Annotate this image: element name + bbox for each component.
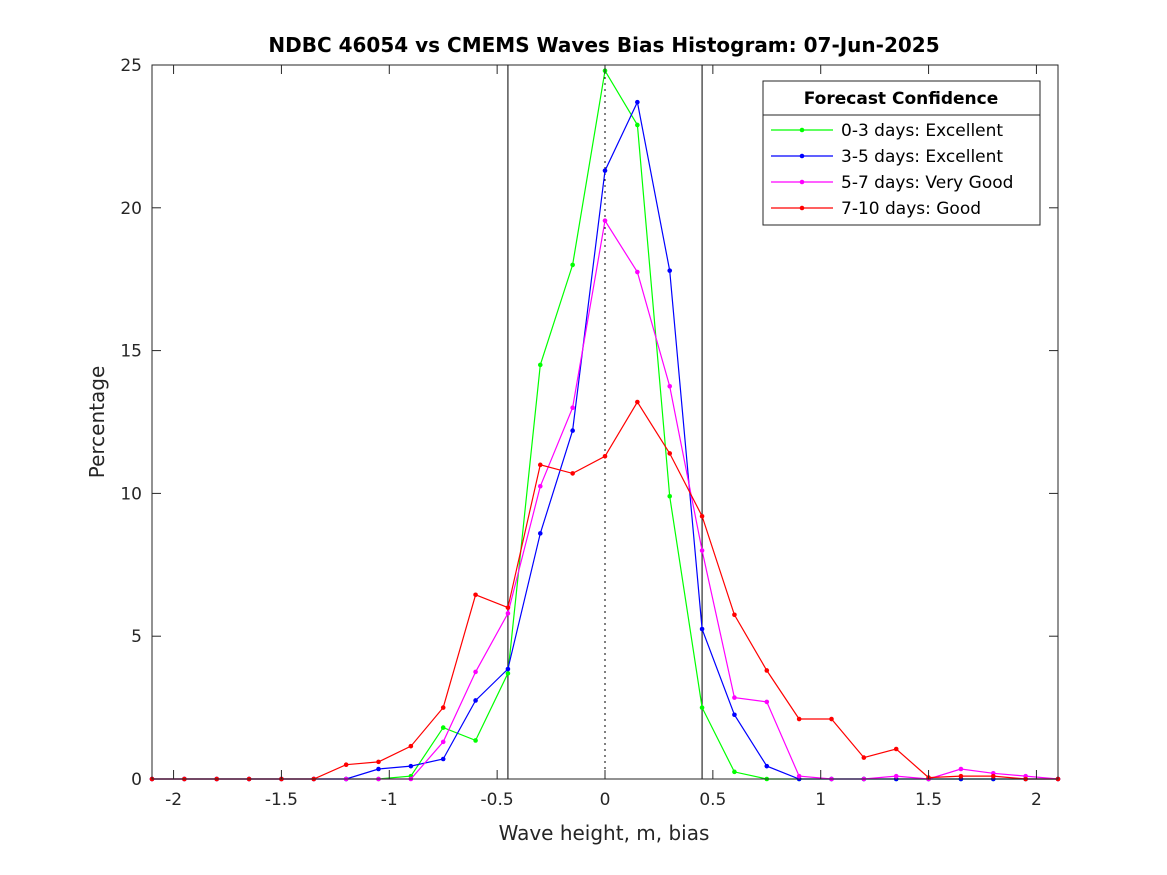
data-point [667, 384, 673, 389]
y-tick-label: 20 [120, 199, 142, 219]
data-point [699, 548, 705, 553]
data-point [473, 669, 478, 675]
x-tick-label: -2 [165, 790, 182, 810]
legend-label: 0-3 days: Excellent [841, 121, 1003, 141]
x-tick-label: -0.5 [481, 790, 514, 810]
y-axis-label: Percentage [85, 366, 109, 479]
data-point [796, 716, 802, 722]
data-point [505, 671, 511, 676]
data-point [732, 769, 737, 775]
legend-entry: 0-3 days: Excellent [771, 121, 1003, 141]
data-point [473, 592, 478, 598]
legend-swatch-marker [799, 205, 805, 211]
data-point [635, 99, 640, 105]
data-point [958, 773, 964, 779]
y-tick-label: 0 [131, 770, 142, 790]
plot-frame [151, 64, 1059, 780]
data-point [505, 611, 511, 616]
data-point [440, 725, 446, 730]
data-point [570, 428, 575, 433]
data-point [408, 743, 414, 749]
chart-title: NDBC 46054 vs CMEMS Waves Bias Histogram… [268, 33, 939, 57]
data-point [602, 218, 608, 223]
legend-swatch-marker [799, 127, 805, 133]
data-point [537, 362, 543, 368]
data-point [861, 755, 867, 760]
data-point [635, 122, 640, 128]
x-tick-label: 1 [815, 790, 826, 810]
data-point [990, 773, 996, 779]
data-point [343, 762, 349, 768]
data-point [602, 453, 608, 459]
data-point [440, 739, 446, 745]
data-point [602, 168, 608, 173]
data-point [699, 705, 705, 710]
legend-label: 5-7 days: Very Good [841, 173, 1013, 193]
legend-swatch-marker [799, 179, 805, 185]
data-point [635, 269, 640, 275]
data-point [829, 716, 834, 722]
data-point [667, 268, 673, 273]
data-point [764, 763, 770, 769]
legend-entry: 7-10 days: Good [771, 199, 981, 219]
data-point [537, 483, 543, 489]
data-point [570, 405, 575, 411]
data-point [537, 531, 543, 536]
reference-lines [507, 65, 703, 779]
data-point [699, 626, 705, 632]
data-point [440, 756, 446, 762]
data-point [537, 462, 543, 468]
y-tick-label: 5 [131, 627, 142, 647]
data-point [958, 766, 964, 772]
x-tick-label: -1 [381, 790, 398, 810]
legend-box [762, 80, 1041, 226]
data-point [732, 695, 737, 700]
legend-entry: 5-7 days: Very Good [771, 173, 1013, 193]
data-point [764, 699, 770, 705]
data-point [440, 705, 446, 710]
data-point [473, 738, 478, 743]
legend-entry: 3-5 days: Excellent [771, 147, 1003, 167]
x-tick-label: 2 [1031, 790, 1042, 810]
data-point [570, 471, 575, 476]
x-tick-label: 1.5 [915, 790, 942, 810]
x-tick-label: 0.5 [699, 790, 726, 810]
data-point [732, 612, 737, 618]
data-point [699, 513, 705, 519]
legend: Forecast Confidence 0-3 days: Excellent 3… [762, 80, 1041, 226]
legend-title: Forecast Confidence [804, 89, 999, 109]
data-point [505, 666, 511, 672]
data-point [732, 712, 737, 718]
legend-label: 3-5 days: Excellent [841, 147, 1003, 167]
legend-swatch-marker [799, 153, 805, 159]
data-point [408, 763, 414, 769]
data-point [796, 773, 802, 779]
legend-label: 7-10 days: Good [841, 199, 981, 219]
data-point [376, 759, 381, 765]
x-tick-label: 0 [600, 790, 611, 810]
data-point [505, 605, 511, 610]
data-point [764, 668, 770, 673]
data-point [635, 399, 640, 405]
data-point [570, 262, 575, 268]
y-tick-label: 15 [120, 342, 142, 362]
y-tick-label: 10 [120, 484, 142, 504]
x-axis-label: Wave height, m, bias [499, 821, 710, 845]
data-point [893, 746, 899, 752]
data-point [376, 766, 381, 772]
data-point [893, 773, 899, 779]
x-tick-label: -1.5 [265, 790, 298, 810]
data-point [667, 451, 673, 456]
data-point [473, 698, 478, 703]
y-tick-label: 25 [120, 56, 142, 76]
data-point [667, 493, 673, 499]
legend-entries: 0-3 days: Excellent 3-5 days: Excellent 5-… [771, 121, 1013, 219]
